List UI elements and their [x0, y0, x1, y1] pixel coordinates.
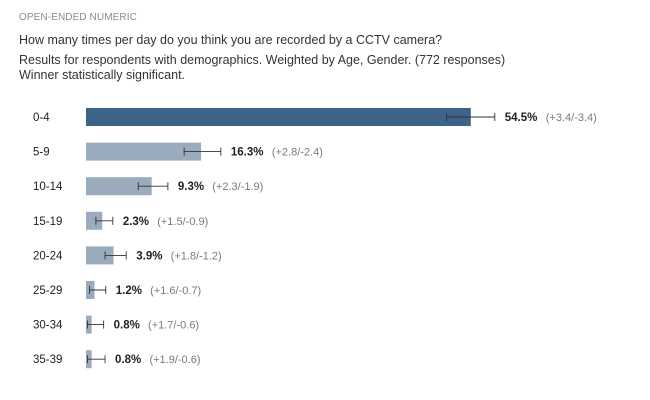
error-bar — [89, 286, 107, 294]
bar-row: 5-9 16.3% (+2.8/-2.4) — [33, 142, 323, 161]
error-bar — [183, 147, 222, 156]
category-label: 30-34 — [33, 320, 63, 332]
category-label: 35-39 — [33, 354, 62, 366]
bar-row: 35-39 0.8% (+1.9/-0.6) — [33, 350, 201, 369]
bar-row: 15-19 2.3% (+1.5/-0.9) — [33, 211, 208, 230]
category-label: 20-24 — [33, 250, 63, 262]
value-label: 1.2% — [116, 285, 142, 297]
error-bar — [137, 182, 169, 191]
bar-row: 10-14 9.3% (+2.3/-1.9) — [33, 177, 263, 196]
category-label: 15-19 — [33, 216, 62, 228]
error-bar — [104, 251, 127, 260]
bar-row: 30-34 0.8% (+1.7/-0.6) — [33, 315, 199, 334]
error-bar — [95, 216, 114, 225]
significance-note: Winner statistically significant. — [19, 68, 186, 82]
category-label: 10-14 — [33, 181, 63, 193]
value-label: 2.3% — [123, 216, 149, 228]
bar — [86, 211, 103, 230]
bar — [86, 177, 152, 196]
interval-label: (+1.9/-0.6) — [149, 354, 200, 366]
bar — [86, 108, 471, 126]
chart-header: OPEN-ENDED NUMERIC How many times per da… — [19, 11, 639, 83]
value-label: 0.8% — [115, 354, 141, 366]
bar — [86, 142, 202, 161]
bar-row: 25-29 1.2% (+1.6/-0.7) — [33, 281, 201, 299]
error-bar — [446, 113, 496, 121]
category-label: 5-9 — [33, 147, 50, 159]
interval-label: (+1.7/-0.6) — [148, 320, 199, 332]
value-label: 16.3% — [231, 147, 264, 159]
value-label: 0.8% — [114, 320, 140, 332]
error-bar — [86, 355, 106, 364]
interval-label: (+1.6/-0.7) — [150, 285, 201, 297]
bar-row: 0-4 54.5% (+3.4/-3.4) — [33, 108, 597, 126]
question-type-label: OPEN-ENDED NUMERIC — [19, 12, 137, 23]
category-label: 25-29 — [33, 285, 62, 297]
interval-label: (+2.8/-2.4) — [272, 147, 323, 159]
interval-label: (+1.5/-0.9) — [157, 216, 208, 228]
interval-label: (+2.3/-1.9) — [212, 181, 263, 193]
value-label: 3.9% — [136, 250, 162, 262]
interval-label: (+1.8/-1.2) — [171, 250, 222, 262]
question-title: How many times per day do you think you … — [19, 33, 443, 47]
bar — [86, 246, 114, 265]
category-label: 0-4 — [33, 112, 50, 124]
respondents-meta: Results for respondents with demographic… — [19, 53, 506, 67]
bar-row: 20-24 3.9% (+1.8/-1.2) — [33, 246, 222, 265]
error-bar — [86, 320, 105, 329]
interval-label: (+3.4/-3.4) — [546, 112, 597, 124]
value-label: 54.5% — [505, 112, 538, 124]
value-label: 9.3% — [178, 181, 204, 193]
